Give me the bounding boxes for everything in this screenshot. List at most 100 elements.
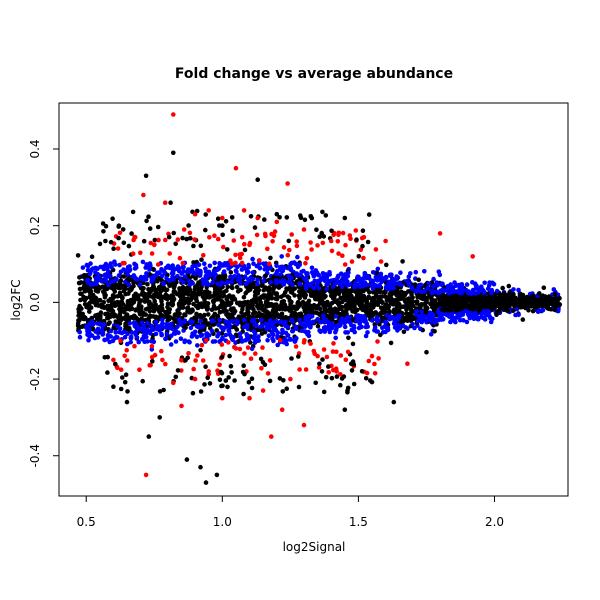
data-point (219, 370, 225, 376)
data-point (175, 273, 180, 279)
data-point (249, 376, 255, 382)
data-point (274, 211, 280, 217)
data-point (432, 298, 438, 303)
data-point (338, 295, 344, 301)
data-point (203, 364, 208, 370)
data-point (270, 239, 275, 244)
data-point (274, 303, 280, 308)
data-point (548, 306, 554, 312)
data-point (163, 265, 169, 271)
data-point (86, 338, 91, 343)
data-point (203, 281, 208, 287)
data-point (103, 261, 109, 267)
data-point (375, 339, 380, 344)
data-point (386, 286, 392, 292)
data-point (151, 287, 156, 292)
data-point (360, 243, 365, 249)
data-point (278, 267, 284, 273)
data-point (321, 347, 327, 352)
data-point (214, 287, 219, 292)
data-point (342, 297, 348, 303)
data-point (137, 367, 142, 373)
data-point (388, 340, 394, 346)
data-point (396, 281, 401, 286)
data-point (214, 328, 219, 333)
data-point (309, 265, 315, 271)
data-point (255, 290, 261, 296)
data-point (220, 395, 225, 401)
data-point (215, 267, 220, 272)
data-point (339, 376, 345, 381)
data-point (76, 280, 82, 286)
data-point (111, 357, 116, 363)
data-point (111, 314, 117, 319)
data-point (231, 296, 236, 302)
data-point (395, 287, 400, 293)
data-point (121, 329, 127, 335)
data-point (250, 270, 256, 275)
data-point (324, 286, 330, 292)
data-point (75, 323, 81, 328)
data-point (270, 313, 276, 319)
data-point (115, 246, 121, 251)
data-point (134, 335, 140, 340)
data-point (132, 343, 137, 349)
data-point (129, 330, 135, 335)
data-point (205, 312, 211, 317)
data-point (329, 248, 335, 254)
data-point (317, 306, 323, 312)
data-point (346, 335, 351, 341)
data-point (222, 325, 228, 330)
data-point (316, 286, 322, 291)
data-point (138, 274, 144, 280)
data-point (85, 267, 91, 273)
data-point (160, 313, 166, 319)
data-point (247, 395, 252, 401)
data-point (228, 300, 234, 306)
data-point (274, 263, 279, 269)
data-point (372, 361, 377, 367)
data-point (398, 324, 404, 330)
data-point (219, 298, 224, 304)
data-point (429, 288, 434, 294)
data-point (342, 407, 348, 413)
data-point (438, 288, 443, 294)
data-point (237, 346, 243, 352)
data-point (105, 274, 110, 279)
data-point (209, 328, 215, 334)
data-point (480, 287, 485, 292)
data-point (160, 357, 165, 363)
data-point (408, 271, 413, 276)
data-point (383, 320, 388, 325)
data-point (461, 288, 466, 293)
data-point (343, 242, 348, 248)
data-point (167, 324, 172, 330)
data-point (437, 312, 443, 317)
data-point (265, 287, 271, 293)
data-point (207, 235, 212, 240)
data-point (170, 302, 175, 308)
data-point (361, 234, 367, 240)
data-point (264, 300, 269, 305)
data-point (160, 273, 165, 279)
data-point (253, 351, 258, 356)
data-point (179, 271, 184, 276)
data-point (333, 314, 339, 319)
data-point (370, 270, 376, 275)
data-point (370, 286, 376, 291)
data-point (183, 296, 188, 302)
data-point (373, 247, 379, 252)
data-point (516, 312, 521, 318)
data-point (217, 362, 222, 368)
data-point (230, 228, 235, 234)
data-point (432, 329, 437, 334)
data-point (320, 240, 326, 246)
data-point (545, 305, 550, 311)
data-point (241, 294, 247, 300)
data-point (404, 278, 410, 284)
data-point (308, 214, 314, 219)
data-point (155, 262, 161, 267)
data-point (159, 302, 165, 307)
data-point (170, 266, 175, 272)
data-point (289, 299, 294, 305)
